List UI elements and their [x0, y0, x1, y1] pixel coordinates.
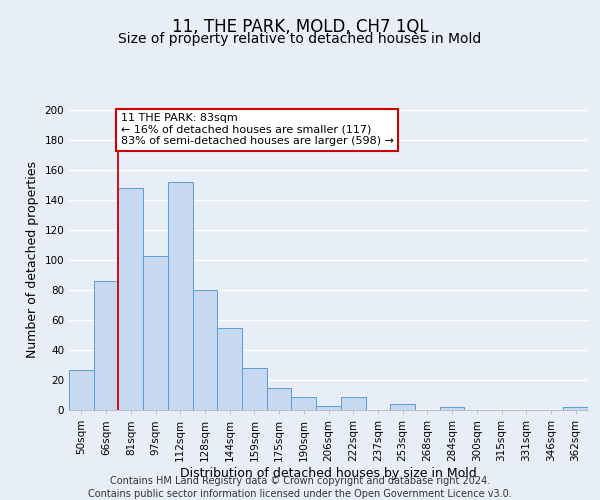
Bar	[267, 388, 292, 410]
Bar	[390, 404, 415, 410]
Bar	[563, 407, 588, 410]
Bar	[94, 281, 118, 410]
Text: Size of property relative to detached houses in Mold: Size of property relative to detached ho…	[118, 32, 482, 46]
Bar	[69, 370, 94, 410]
Y-axis label: Number of detached properties: Number of detached properties	[26, 162, 39, 358]
Bar	[118, 188, 143, 410]
Text: 11 THE PARK: 83sqm
← 16% of detached houses are smaller (117)
83% of semi-detach: 11 THE PARK: 83sqm ← 16% of detached hou…	[121, 113, 394, 146]
Bar	[341, 396, 365, 410]
Bar	[242, 368, 267, 410]
Bar	[292, 396, 316, 410]
Bar	[193, 290, 217, 410]
Text: Contains HM Land Registry data © Crown copyright and database right 2024.: Contains HM Land Registry data © Crown c…	[110, 476, 490, 486]
Text: 11, THE PARK, MOLD, CH7 1QL: 11, THE PARK, MOLD, CH7 1QL	[172, 18, 428, 36]
Bar	[316, 406, 341, 410]
Bar	[168, 182, 193, 410]
Text: Contains public sector information licensed under the Open Government Licence v3: Contains public sector information licen…	[88, 489, 512, 499]
Bar	[440, 407, 464, 410]
Bar	[143, 256, 168, 410]
X-axis label: Distribution of detached houses by size in Mold: Distribution of detached houses by size …	[180, 466, 477, 479]
Bar	[217, 328, 242, 410]
